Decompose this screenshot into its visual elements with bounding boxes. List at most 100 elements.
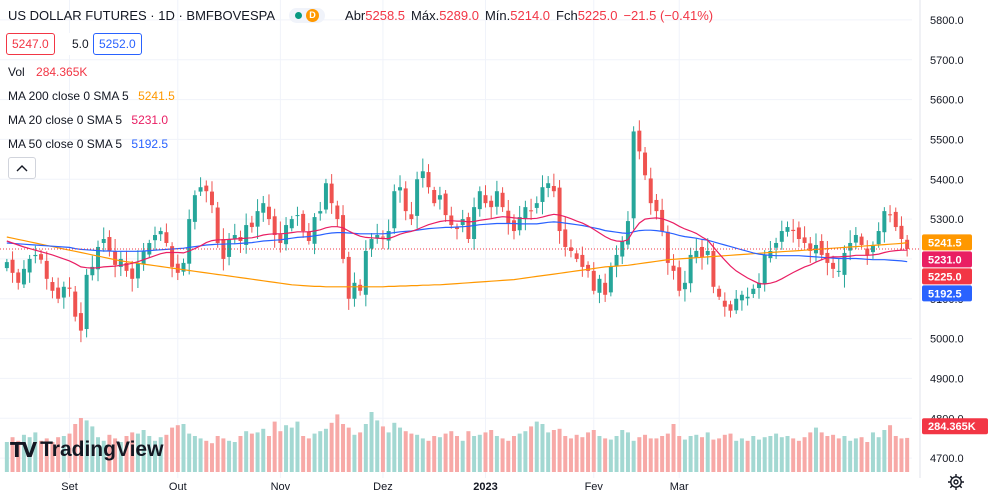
candle-body (50, 282, 55, 291)
candle-body (443, 193, 448, 216)
gear-icon[interactable] (947, 473, 965, 491)
volume-bar (363, 424, 368, 472)
y-tick-label: 4900.0 (930, 373, 964, 385)
volume-bar (289, 427, 294, 472)
symbol-title[interactable]: US DOLLAR FUTURES · 1D · BMFBOVESPA (8, 8, 276, 23)
candle-body (261, 203, 266, 213)
market-status[interactable]: D (289, 8, 326, 23)
collapse-legend-button[interactable] (8, 157, 36, 179)
volume-bar (768, 436, 773, 472)
candle-body (460, 219, 465, 226)
candle-body (170, 246, 175, 267)
candle-body (209, 191, 214, 206)
candle-body (415, 179, 420, 216)
candle-body (375, 235, 380, 239)
price-label-bg (922, 418, 988, 435)
volume-bar (563, 436, 568, 472)
volume-bar (358, 432, 363, 472)
candle-body (551, 186, 556, 192)
volume-bar (648, 438, 653, 472)
candle-body (711, 250, 716, 287)
ma50-line (6, 221, 908, 263)
volume-bar (825, 436, 830, 472)
candle-body (249, 222, 254, 228)
candle-body (455, 227, 459, 230)
x-tick-label: Out (169, 481, 187, 493)
candle-body (67, 287, 72, 289)
candle-body (329, 183, 334, 204)
candle-body (648, 178, 653, 204)
candle-body (147, 242, 152, 255)
candle-body (734, 298, 739, 311)
candle-body (289, 219, 294, 229)
volume-bar (848, 440, 853, 472)
x-tick-label: 2023 (473, 481, 497, 493)
volume-bar (61, 436, 66, 472)
grid-lines (0, 0, 912, 478)
candle-body (244, 225, 249, 245)
price-label-bg (922, 251, 972, 268)
candle-body (107, 237, 112, 251)
legend-volume[interactable]: Vol 284.365K (8, 65, 87, 79)
volume-bar (660, 436, 665, 472)
high-value: 5289.0 (439, 8, 479, 23)
volume-bar (859, 437, 864, 472)
quantity-field[interactable]: 5.0 (66, 33, 95, 55)
y-tick-label: 5000.0 (930, 334, 964, 346)
volume-bar (796, 440, 801, 472)
volume-bar (181, 424, 186, 472)
volume-bar (728, 433, 733, 472)
volume-bar (711, 439, 716, 472)
candle-body (876, 231, 881, 245)
volume-bar (472, 436, 477, 472)
legend-ma20[interactable]: MA 20 close 0 SMA 5 5231.0 (8, 113, 168, 127)
volume-bar (762, 437, 767, 472)
candle-body (135, 262, 140, 279)
volume-bar (27, 437, 32, 472)
sell-button[interactable]: 5247.0 (6, 33, 55, 55)
volume-bar (483, 432, 488, 472)
candle-body (620, 240, 625, 257)
legend-ma50[interactable]: MA 50 close 0 SMA 5 5192.5 (8, 137, 168, 151)
candle-body (859, 236, 864, 245)
candle-body (586, 264, 591, 271)
volume-bar (529, 426, 534, 472)
candle-body (631, 131, 636, 219)
volume-bar (272, 421, 277, 472)
candle-body (403, 188, 408, 212)
volume-bar (386, 432, 391, 472)
candle-body (768, 250, 773, 259)
candle-body (893, 211, 898, 228)
candle-body (637, 130, 642, 152)
volume-bar (882, 430, 887, 472)
candle-body (608, 266, 613, 293)
volume-bar (221, 438, 226, 472)
volume-bar (643, 434, 648, 472)
candle-body (899, 225, 904, 239)
candle-body (27, 258, 32, 273)
candle-body (386, 231, 391, 241)
legend-ma200[interactable]: MA 200 close 0 SMA 5 5241.5 (8, 89, 175, 103)
candle-body (10, 259, 15, 273)
volume-bar (677, 436, 682, 472)
tradingview-logo[interactable]: TV TradingView (10, 438, 163, 462)
candle-body (688, 254, 693, 284)
volume-bar (73, 424, 78, 472)
volume-bar (836, 438, 841, 472)
candle-body (796, 227, 801, 239)
buy-button[interactable]: 5252.0 (93, 33, 142, 55)
status-badge-icon: D (306, 9, 320, 22)
candle-body (671, 265, 676, 271)
volume-bar (466, 431, 471, 472)
candle-body (603, 282, 608, 295)
x-tick-label: Dez (373, 481, 393, 493)
candle-body (101, 239, 106, 243)
candle-body (836, 270, 841, 272)
legend-ma200-label: MA 200 close 0 SMA 5 (8, 89, 129, 103)
candle-body (853, 235, 858, 243)
candle-body (221, 239, 226, 259)
volume-bar (449, 431, 454, 472)
candle-body (717, 288, 722, 297)
